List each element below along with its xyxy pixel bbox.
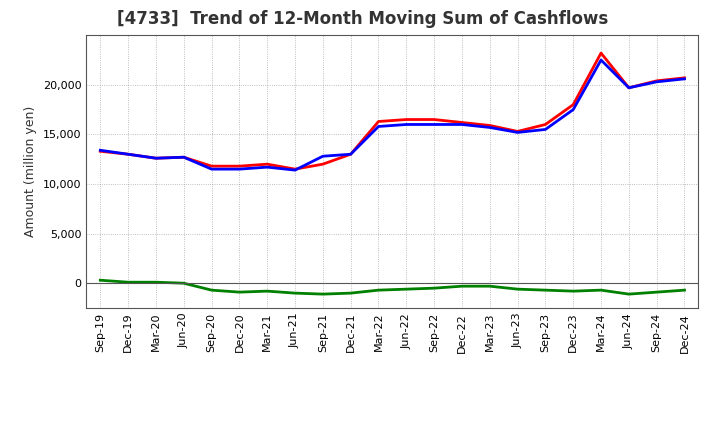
- Investing Cashflow: [402, 286, 410, 292]
- Operating Cashflow: [152, 156, 161, 161]
- Investing Cashflow: [124, 279, 132, 285]
- Operating Cashflow: [597, 51, 606, 56]
- Investing Cashflow: [513, 286, 522, 292]
- Free Cashflow: [291, 168, 300, 173]
- Investing Cashflow: [485, 283, 494, 289]
- Investing Cashflow: [458, 283, 467, 289]
- Investing Cashflow: [291, 290, 300, 296]
- Operating Cashflow: [430, 117, 438, 122]
- Free Cashflow: [458, 122, 467, 127]
- Operating Cashflow: [680, 75, 689, 81]
- Line: Free Cashflow: Free Cashflow: [100, 60, 685, 170]
- Legend: Operating Cashflow, Investing Cashflow, Free Cashflow: Operating Cashflow, Investing Cashflow, …: [136, 437, 649, 440]
- Free Cashflow: [541, 127, 550, 132]
- Investing Cashflow: [597, 287, 606, 293]
- Free Cashflow: [652, 79, 661, 84]
- Free Cashflow: [680, 76, 689, 81]
- Free Cashflow: [207, 166, 216, 172]
- Operating Cashflow: [179, 154, 188, 160]
- Operating Cashflow: [569, 102, 577, 107]
- Free Cashflow: [513, 130, 522, 135]
- Operating Cashflow: [263, 161, 271, 167]
- Investing Cashflow: [430, 286, 438, 291]
- Investing Cashflow: [624, 291, 633, 297]
- Free Cashflow: [485, 125, 494, 130]
- Operating Cashflow: [374, 119, 383, 124]
- Free Cashflow: [263, 165, 271, 170]
- Operating Cashflow: [96, 149, 104, 154]
- Investing Cashflow: [541, 287, 550, 293]
- Free Cashflow: [152, 156, 161, 161]
- Operating Cashflow: [207, 164, 216, 169]
- Text: [4733]  Trend of 12-Month Moving Sum of Cashflows: [4733] Trend of 12-Month Moving Sum of C…: [117, 10, 608, 28]
- Operating Cashflow: [513, 129, 522, 134]
- Operating Cashflow: [485, 123, 494, 128]
- Free Cashflow: [402, 122, 410, 127]
- Investing Cashflow: [680, 287, 689, 293]
- Investing Cashflow: [652, 290, 661, 295]
- Free Cashflow: [318, 154, 327, 159]
- Free Cashflow: [96, 148, 104, 153]
- Operating Cashflow: [235, 164, 243, 169]
- Investing Cashflow: [96, 278, 104, 283]
- Line: Investing Cashflow: Investing Cashflow: [100, 280, 685, 294]
- Investing Cashflow: [263, 289, 271, 294]
- Operating Cashflow: [346, 152, 355, 157]
- Free Cashflow: [430, 122, 438, 127]
- Operating Cashflow: [291, 166, 300, 172]
- Operating Cashflow: [402, 117, 410, 122]
- Investing Cashflow: [207, 287, 216, 293]
- Investing Cashflow: [318, 291, 327, 297]
- Free Cashflow: [235, 166, 243, 172]
- Free Cashflow: [624, 85, 633, 90]
- Investing Cashflow: [152, 279, 161, 285]
- Investing Cashflow: [346, 290, 355, 296]
- Line: Operating Cashflow: Operating Cashflow: [100, 53, 685, 169]
- Y-axis label: Amount (million yen): Amount (million yen): [24, 106, 37, 237]
- Free Cashflow: [124, 152, 132, 157]
- Investing Cashflow: [569, 289, 577, 294]
- Free Cashflow: [179, 154, 188, 160]
- Operating Cashflow: [318, 161, 327, 167]
- Free Cashflow: [569, 107, 577, 112]
- Operating Cashflow: [541, 122, 550, 127]
- Investing Cashflow: [235, 290, 243, 295]
- Operating Cashflow: [624, 85, 633, 90]
- Investing Cashflow: [179, 281, 188, 286]
- Investing Cashflow: [374, 287, 383, 293]
- Free Cashflow: [346, 152, 355, 157]
- Operating Cashflow: [652, 78, 661, 84]
- Operating Cashflow: [124, 152, 132, 157]
- Free Cashflow: [374, 124, 383, 129]
- Operating Cashflow: [458, 120, 467, 125]
- Free Cashflow: [597, 57, 606, 62]
